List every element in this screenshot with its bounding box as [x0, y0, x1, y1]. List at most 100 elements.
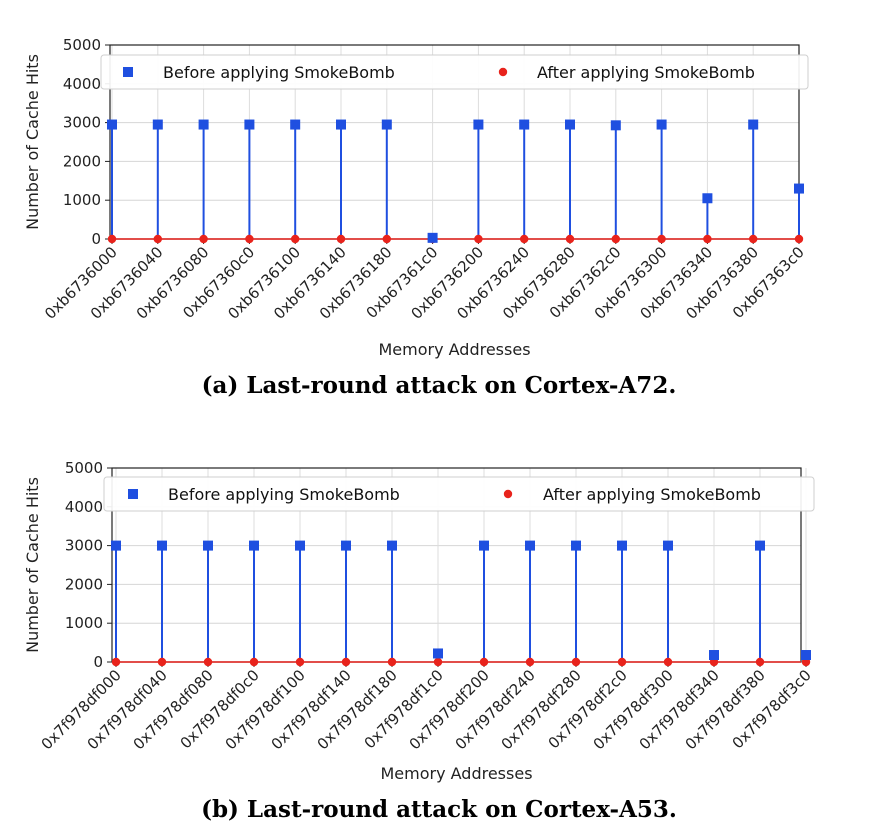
legend-marker-before: [128, 489, 138, 499]
point-after: [249, 657, 259, 667]
x-tick-label: 0x7f978df200: [406, 666, 493, 753]
point-before: [702, 193, 713, 204]
point-before: [244, 119, 255, 130]
point-before: [479, 540, 489, 551]
legend-box: [103, 476, 815, 512]
point-before: [203, 540, 213, 551]
point-after: [107, 234, 117, 244]
point-after: [295, 657, 305, 667]
point-before: [519, 119, 530, 130]
x-tick-label: 0x7f978df040: [84, 666, 171, 753]
point-before: [427, 232, 438, 243]
legend-marker-before: [123, 67, 133, 77]
point-before: [571, 540, 581, 551]
legend-label-after: After applying SmokeBomb: [537, 63, 755, 82]
point-before: [473, 119, 484, 130]
figure-caption: (b) Last-round attack on Cortex-A53.: [201, 796, 677, 823]
y-tick-label: 5000: [63, 36, 101, 54]
x-tick-label: 0x7f978df300: [590, 666, 677, 753]
point-after: [336, 234, 346, 244]
x-tick-label: 0x7f978df000: [38, 666, 125, 753]
point-before: [111, 540, 121, 551]
point-before: [617, 540, 627, 551]
point-after: [203, 657, 213, 667]
point-after: [474, 234, 483, 244]
point-after: [657, 234, 666, 244]
x-tick-label: 0x7f978df080: [130, 666, 217, 753]
y-tick-label: 4000: [63, 75, 101, 93]
point-before: [525, 540, 535, 551]
point-before: [755, 540, 765, 551]
point-before: [249, 540, 259, 551]
y-tick-label: 1000: [65, 614, 103, 632]
point-before: [709, 650, 719, 661]
point-before: [387, 540, 397, 551]
point-before: [157, 540, 167, 551]
x-tick-label: 0x7f978df0c0: [177, 666, 263, 752]
y-tick-label: 0: [93, 653, 103, 671]
point-before: [290, 119, 301, 130]
y-tick-label: 3000: [63, 114, 101, 132]
legend-label-before: Before applying SmokeBomb: [163, 63, 395, 82]
point-before: [663, 540, 673, 551]
point-after: [153, 234, 162, 244]
legend-marker-after: [498, 67, 508, 77]
point-after: [245, 234, 254, 244]
x-tick-label: 0x7f978df1c0: [361, 666, 447, 752]
point-before: [656, 119, 667, 130]
x-tick-label: 0x7f978df3c0: [729, 666, 815, 752]
legend-box: [100, 54, 809, 90]
chart-b: 0100020003000400050000x7f978df0000x7f978…: [23, 459, 815, 823]
point-before: [794, 183, 804, 194]
point-before: [152, 119, 163, 130]
point-after: [565, 234, 575, 244]
point-after: [794, 234, 804, 244]
point-before: [336, 119, 346, 130]
point-before: [748, 119, 759, 130]
x-tick-label: 0x7f978df100: [222, 666, 309, 753]
point-after: [199, 234, 208, 244]
point-after: [387, 657, 397, 667]
y-tick-label: 3000: [65, 537, 103, 555]
point-before: [107, 119, 117, 130]
point-after: [571, 657, 581, 667]
y-axis-label: Number of Cache Hits: [23, 54, 42, 230]
point-after: [157, 657, 167, 667]
y-tick-label: 4000: [65, 498, 103, 516]
point-before: [341, 540, 351, 551]
x-tick-label: 0x7f978df180: [314, 666, 401, 753]
point-after: [703, 234, 712, 244]
x-tick-label: 0x7f978df140: [268, 666, 355, 753]
x-tick-label: 0x7f978df340: [636, 666, 723, 753]
legend-label-before: Before applying SmokeBomb: [168, 485, 400, 504]
chart-a: 0100020003000400050000xb67360000xb673604…: [23, 36, 809, 399]
x-tick-label: 0x7f978df2c0: [545, 666, 631, 752]
point-before: [565, 119, 575, 130]
y-tick-label: 0: [91, 230, 101, 248]
point-after: [433, 657, 443, 667]
point-before: [198, 119, 209, 130]
x-axis-label: Memory Addresses: [380, 764, 532, 783]
point-after: [617, 657, 627, 667]
point-after: [749, 234, 758, 244]
point-after: [520, 234, 529, 244]
point-after: [755, 657, 765, 667]
y-tick-label: 2000: [65, 575, 103, 593]
point-after: [611, 234, 620, 244]
y-axis-label: Number of Cache Hits: [23, 477, 42, 653]
point-after: [479, 657, 489, 667]
legend-label-after: After applying SmokeBomb: [543, 485, 761, 504]
point-after: [663, 657, 673, 667]
point-before: [433, 648, 443, 659]
y-tick-label: 2000: [63, 152, 101, 170]
x-tick-label: 0x7f978df280: [498, 666, 585, 753]
y-tick-label: 1000: [63, 191, 101, 209]
legend-marker-after: [503, 489, 513, 499]
point-after: [291, 234, 300, 244]
y-tick-label: 5000: [65, 459, 103, 477]
point-before: [381, 119, 392, 130]
point-before: [295, 540, 305, 551]
point-after: [525, 657, 535, 667]
point-before: [610, 120, 621, 131]
